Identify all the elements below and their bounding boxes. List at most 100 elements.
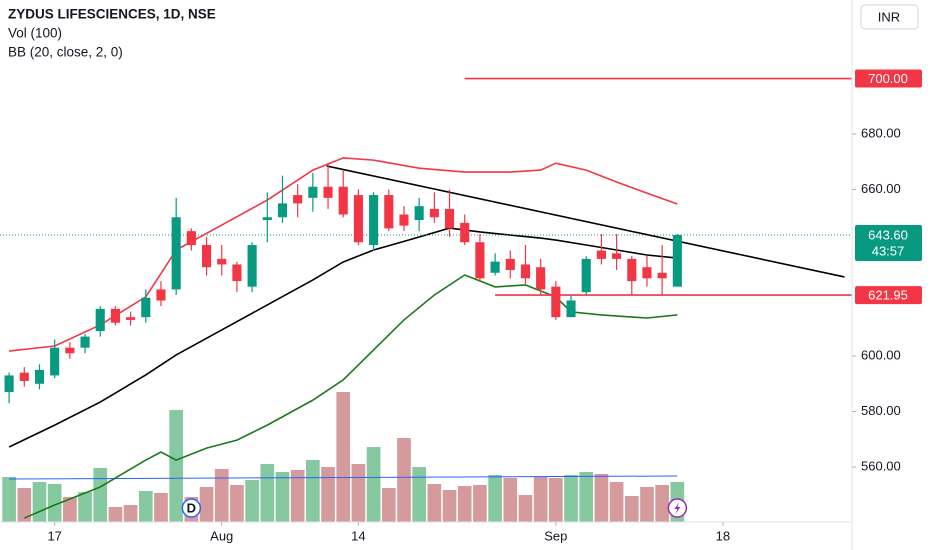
volume-bar bbox=[655, 485, 669, 522]
volume-bar bbox=[63, 497, 77, 522]
candle-body bbox=[642, 267, 652, 279]
volume-bar bbox=[230, 485, 244, 522]
candle-body bbox=[308, 186, 318, 198]
chart-title: ZYDUS LIFESCIENCES, 1D, NSE bbox=[8, 7, 216, 22]
volume-bar bbox=[245, 480, 259, 522]
last-price-label: 643.60 bbox=[868, 227, 908, 242]
currency-button[interactable] bbox=[860, 4, 919, 30]
volume-bar bbox=[199, 487, 214, 522]
candle-body bbox=[429, 208, 439, 218]
candle-body bbox=[232, 264, 242, 282]
candle-body bbox=[536, 267, 546, 290]
candle-body bbox=[262, 217, 272, 221]
volume-bar bbox=[488, 475, 502, 522]
candle-body bbox=[19, 372, 29, 381]
candle-body bbox=[414, 206, 424, 221]
candle-body bbox=[520, 264, 531, 279]
event-badge-icon bbox=[674, 502, 681, 514]
volume-bar bbox=[32, 482, 47, 522]
volume-bar bbox=[290, 470, 305, 522]
volume-bar bbox=[533, 477, 548, 522]
candle-body bbox=[277, 203, 288, 218]
candle-body bbox=[369, 195, 379, 246]
volume-bar bbox=[442, 490, 457, 522]
candle-body bbox=[444, 208, 455, 229]
candle-body bbox=[566, 300, 576, 318]
candle-body bbox=[505, 258, 515, 270]
countdown: 43:57 bbox=[872, 243, 905, 258]
candle-body bbox=[50, 347, 60, 376]
y-tick-label: 600.00 bbox=[861, 347, 901, 362]
candle-body bbox=[627, 258, 637, 282]
price-tag bbox=[855, 69, 922, 88]
candle-body bbox=[460, 222, 470, 243]
volume-bar bbox=[564, 475, 578, 522]
volume-bar bbox=[594, 474, 609, 522]
candle-body bbox=[80, 336, 90, 348]
volume-bar bbox=[154, 493, 168, 522]
volume-bar bbox=[549, 478, 563, 522]
volume-bar bbox=[2, 477, 16, 522]
price-pane bbox=[0, 77, 852, 522]
volume-bar bbox=[138, 491, 153, 522]
candle-body bbox=[141, 297, 151, 318]
price-tag-label: 621.95 bbox=[868, 288, 908, 303]
volume-bar bbox=[336, 392, 351, 522]
volume-bar bbox=[214, 469, 229, 522]
candle-body bbox=[323, 186, 333, 198]
volume-label: Vol (100) bbox=[8, 26, 62, 41]
candle-body bbox=[95, 308, 105, 332]
volume-bar bbox=[640, 487, 654, 522]
volume-bar bbox=[397, 438, 411, 522]
candle-body bbox=[65, 347, 75, 354]
y-tick-label: 560.00 bbox=[861, 458, 901, 473]
volume-bar bbox=[17, 488, 32, 522]
candle-body bbox=[612, 253, 622, 259]
last-price-tag bbox=[855, 225, 922, 262]
volume-bar bbox=[427, 484, 442, 522]
candle-body bbox=[581, 258, 591, 293]
volume-bar bbox=[412, 467, 426, 522]
volume-bar bbox=[108, 507, 123, 522]
candle-body bbox=[657, 272, 667, 279]
volume-bar bbox=[306, 460, 320, 522]
volume-bar bbox=[624, 496, 639, 522]
volume-bar bbox=[78, 492, 92, 522]
currency[interactable]: INR bbox=[878, 9, 900, 24]
candle-body bbox=[126, 317, 136, 320]
candle-body bbox=[384, 195, 394, 229]
x-tick-label: Aug bbox=[210, 528, 233, 543]
volume-ma bbox=[9, 475, 678, 480]
x-tick-label: Sep bbox=[544, 528, 567, 543]
y-tick-label: 680.00 bbox=[861, 125, 901, 140]
volume-bar bbox=[503, 478, 518, 522]
volume-bar bbox=[351, 464, 366, 522]
volume-bar bbox=[381, 488, 396, 522]
candle-body bbox=[4, 375, 14, 393]
candle-body bbox=[490, 261, 500, 273]
candle-body bbox=[156, 289, 166, 301]
volume-bar bbox=[47, 484, 62, 522]
candle-body bbox=[217, 258, 227, 265]
volume-bar bbox=[609, 482, 624, 522]
bb-label: BB (20, close, 2, 0) bbox=[8, 45, 123, 60]
price-tag-label: 700.00 bbox=[868, 71, 908, 86]
event-badge bbox=[181, 498, 202, 518]
volume-bar bbox=[366, 447, 381, 522]
candle-body bbox=[551, 286, 561, 318]
volume-bar bbox=[518, 495, 533, 522]
candle-body bbox=[201, 245, 212, 268]
candle-body bbox=[186, 231, 196, 246]
volume-bar bbox=[579, 472, 594, 522]
candle-body bbox=[353, 195, 363, 243]
candle-body bbox=[171, 217, 181, 290]
candle-body bbox=[596, 250, 606, 259]
volume-bar bbox=[93, 468, 108, 522]
candle-body bbox=[338, 186, 348, 215]
bollinger-line bbox=[8, 227, 678, 448]
candle-body bbox=[34, 369, 45, 384]
candle-body bbox=[475, 242, 485, 279]
bollinger-line bbox=[23, 274, 678, 519]
x-tick-label: 18 bbox=[716, 528, 730, 543]
y-tick-label: 580.00 bbox=[861, 403, 901, 418]
